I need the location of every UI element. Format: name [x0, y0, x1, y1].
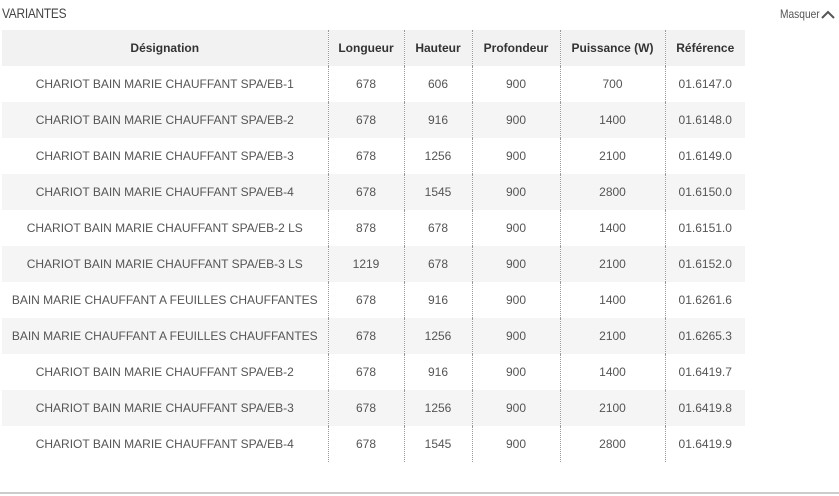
table-cell: 1256	[403, 318, 472, 354]
table-cell: 678	[327, 66, 404, 102]
table-cell: 900	[471, 426, 560, 462]
table-cell: 1545	[403, 426, 472, 462]
table-row: CHARIOT BAIN MARIE CHAUFFANT SPA/EB-3 678…	[2, 138, 745, 174]
table-cell: 01.6147.0	[664, 66, 745, 102]
table-cell: 01.6150.0	[664, 174, 745, 210]
table-cell: CHARIOT BAIN MARIE CHAUFFANT SPA/EB-1	[35, 77, 294, 91]
table-cell: CHARIOT BAIN MARIE CHAUFFANT SPA/EB-4	[35, 437, 294, 451]
column-header: Hauteur	[403, 30, 472, 66]
header-row: Désignation Longueur Hauteur Profondeur Puis…	[2, 30, 745, 66]
table-cell: 916	[403, 102, 472, 138]
table-cell: 678	[403, 210, 472, 246]
table-cell: 700	[559, 66, 665, 102]
table-row: CHARIOT BAIN MARIE CHAUFFANT SPA/EB-3 LS…	[2, 246, 745, 282]
table-row: CHARIOT BAIN MARIE CHAUFFANT SPA/EB-3 678…	[2, 390, 745, 426]
column-header: Désignation	[2, 30, 328, 66]
table-cell: 678	[327, 138, 404, 174]
table-cell: 878	[327, 210, 404, 246]
table-cell: 678	[327, 174, 404, 210]
table-cell: 1400	[559, 102, 665, 138]
table-cell: 01.6151.0	[664, 210, 745, 246]
table-cell: CHARIOT BAIN MARIE CHAUFFANT SPA/EB-3	[35, 149, 294, 163]
table-cell: 900	[471, 318, 560, 354]
table-cell: 900	[471, 282, 560, 318]
table-cell: 678	[327, 426, 404, 462]
column-header: Puissance (W)	[559, 30, 665, 66]
table-cell: CHARIOT BAIN MARIE CHAUFFANT SPA/EB-4	[2, 174, 328, 210]
table-cell: 1400	[559, 354, 665, 390]
table-cell: 916	[403, 354, 472, 390]
table-row: CHARIOT BAIN MARIE CHAUFFANT SPA/EB-2 678…	[2, 354, 745, 390]
table-cell: 1256	[403, 138, 472, 174]
table-cell: 678	[327, 102, 404, 138]
table-cell: 916	[403, 282, 472, 318]
table-cell: 900	[471, 102, 560, 138]
table-row: CHARIOT BAIN MARIE CHAUFFANT SPA/EB-2 678…	[2, 102, 745, 138]
table-cell: 01.6419.8	[664, 390, 745, 426]
table-cell: 01.6148.0	[664, 102, 745, 138]
table-cell: CHARIOT BAIN MARIE CHAUFFANT SPA/EB-2 LS	[26, 221, 303, 235]
table-cell: 900	[471, 354, 560, 390]
table-cell: 01.6265.3	[664, 318, 745, 354]
table-cell: CHARIOT BAIN MARIE CHAUFFANT SPA/EB-2	[2, 102, 328, 138]
table-cell: 900	[471, 174, 560, 210]
table-cell: 678	[403, 246, 472, 282]
table-cell: 01.6419.9	[664, 426, 745, 462]
variants-table: Désignation Longueur Hauteur Profondeur Puis…	[2, 30, 745, 462]
table-cell: 900	[471, 138, 560, 174]
table-cell: 2100	[559, 390, 665, 426]
table-row: CHARIOT BAIN MARIE CHAUFFANT SPA/EB-4 678…	[2, 174, 745, 210]
table-cell: 678	[327, 390, 404, 426]
table-cell: 1219	[327, 246, 404, 282]
table-cell: 1400	[559, 282, 665, 318]
table-cell: 1256	[403, 390, 472, 426]
table-cell: CHARIOT BAIN MARIE CHAUFFANT SPA/EB-3	[2, 390, 328, 426]
table-cell: 01.6152.0	[664, 246, 745, 282]
table-cell: 678	[327, 318, 404, 354]
table-cell: CHARIOT BAIN MARIE CHAUFFANT SPA/EB-2	[35, 365, 294, 379]
table-cell: 606	[403, 66, 472, 102]
table-cell: 2100	[559, 246, 665, 282]
table-cell: 678	[327, 354, 404, 390]
table-row: CHARIOT BAIN MARIE CHAUFFANT SPA/EB-1 678…	[2, 66, 745, 102]
table-cell: 1545	[403, 174, 472, 210]
table-cell: 2100	[559, 138, 665, 174]
table-cell: 2800	[559, 174, 665, 210]
table-cell: 1400	[559, 210, 665, 246]
table-cell: 900	[471, 66, 560, 102]
column-header: Profondeur	[471, 30, 560, 66]
column-header: Longueur	[327, 30, 404, 66]
column-header: Référence	[664, 30, 745, 66]
table-cell: 678	[327, 282, 404, 318]
table-cell: 2800	[559, 426, 665, 462]
table-row: BAIN MARIE CHAUFFANT A FEUILLES CHAUFFAN…	[2, 318, 745, 354]
table-cell: 01.6149.0	[664, 138, 745, 174]
table-cell: CHARIOT BAIN MARIE CHAUFFANT SPA/EB-3 LS	[2, 246, 328, 282]
table-cell: 900	[471, 246, 560, 282]
caret-icon[interactable]	[821, 10, 835, 19]
table-row: CHARIOT BAIN MARIE CHAUFFANT SPA/EB-2 LS…	[2, 210, 745, 246]
section-title: VARIANTES	[2, 5, 67, 21]
table-cell: 01.6419.7	[664, 354, 745, 390]
table-cell: BAIN MARIE CHAUFFANT A FEUILLES CHAUFFAN…	[11, 293, 318, 307]
table-cell: 01.6261.6	[664, 282, 745, 318]
table-cell: BAIN MARIE CHAUFFANT A FEUILLES CHAUFFAN…	[2, 318, 328, 354]
table-cell: 900	[471, 210, 560, 246]
toggle-link[interactable]: Masquer	[780, 7, 820, 21]
divider	[0, 492, 839, 494]
table-row: CHARIOT BAIN MARIE CHAUFFANT SPA/EB-4 678…	[2, 426, 745, 462]
table-cell: 900	[471, 390, 560, 426]
table-cell: 2100	[559, 318, 665, 354]
table-row: BAIN MARIE CHAUFFANT A FEUILLES CHAUFFAN…	[2, 282, 745, 318]
